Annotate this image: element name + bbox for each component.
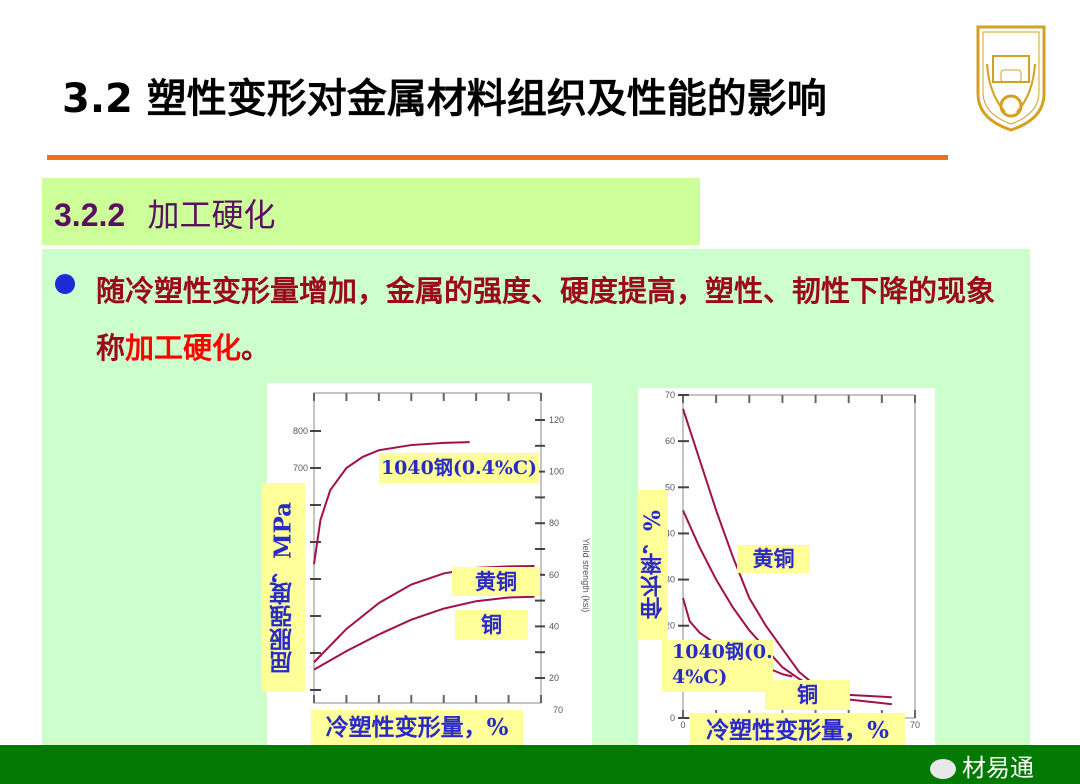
bullet-icon [55,274,75,294]
plot-frame [313,392,542,704]
y-tick-label: 50 [665,482,675,492]
wechat-icon [930,759,956,779]
right-axis-label: Yield strength (ksi) [581,538,591,612]
right-y-tick-label: 20 [549,673,559,683]
title-divider [47,155,948,160]
brand-name: 材易通 [962,754,1034,782]
chart2-label-copper: 铜 [765,680,850,710]
series-line-1 [313,565,535,663]
series-line-2 [313,595,535,671]
y-tick-label: 20 [665,621,675,631]
chart1-ylabel: 屈服强度，MPa [262,483,305,692]
highlight-term: 加工硬化 [125,331,242,365]
chart1-label-steel: 1040钢(0.4%C) [379,453,539,483]
right-y-tick-label: 60 [549,570,559,580]
y-tick-label: 40 [665,528,675,538]
y-tick-label: 700 [293,463,308,473]
x-tick-label: 0 [680,720,685,730]
footer-brand: 材易通 [930,748,1034,783]
chart2-label-steel: 1040钢(0.4%C) [662,640,773,692]
chart1-xlabel: 冷塑性变形量，% [311,710,523,745]
right-y-tick-label: 120 [549,415,564,425]
section-heading: 3.2.2 加工硬化 [42,178,700,245]
bullet-text: 随冷塑性变形量增加，金属的强度、硬度提高，塑性、韧性下降的现象称加工硬化。 [96,263,1006,377]
x-tick-label: 70 [910,720,920,730]
x-tick-label: 70 [553,705,563,715]
page-title: 3.2 塑性变形对金属材料组织及性能的影响 [62,76,827,122]
section-number: 3.2.2 [54,197,126,233]
right-y-tick-label: 80 [549,518,559,528]
series-line-0 [313,441,470,565]
y-tick-label: 30 [665,575,675,585]
definition-end: 。 [241,331,271,365]
definition-text: 随冷塑性变形量增加，金属的强度、硬度提高，塑性、韧性下降的现象称 [96,274,996,365]
y-tick-label: 60 [665,436,675,446]
chart2-xlabel: 冷塑性变形量，% [690,713,905,748]
right-y-tick-label: 100 [549,467,564,477]
y-tick-label: 70 [665,390,675,400]
footer-bar [0,745,1080,784]
university-logo [976,25,1046,132]
section-title: 加工硬化 [147,196,276,234]
yield-strength-plot: 800 700 120 100 80 60 40 20 70 Yield strength (ks… [293,392,591,715]
right-y-tick-label: 40 [549,621,559,631]
chart2-ylabel: 伸长率，% [638,490,668,640]
chart1-label-copper: 铜 [455,610,528,640]
y-tick-label: 800 [293,426,308,436]
chart2-label-brass: 黄铜 [737,545,810,573]
yield-strength-chart: 800 700 120 100 80 60 40 20 70 Yield strength (ks… [267,383,592,745]
y-tick-label: 0 [670,713,675,723]
chart1-label-brass: 黄铜 [452,567,540,596]
